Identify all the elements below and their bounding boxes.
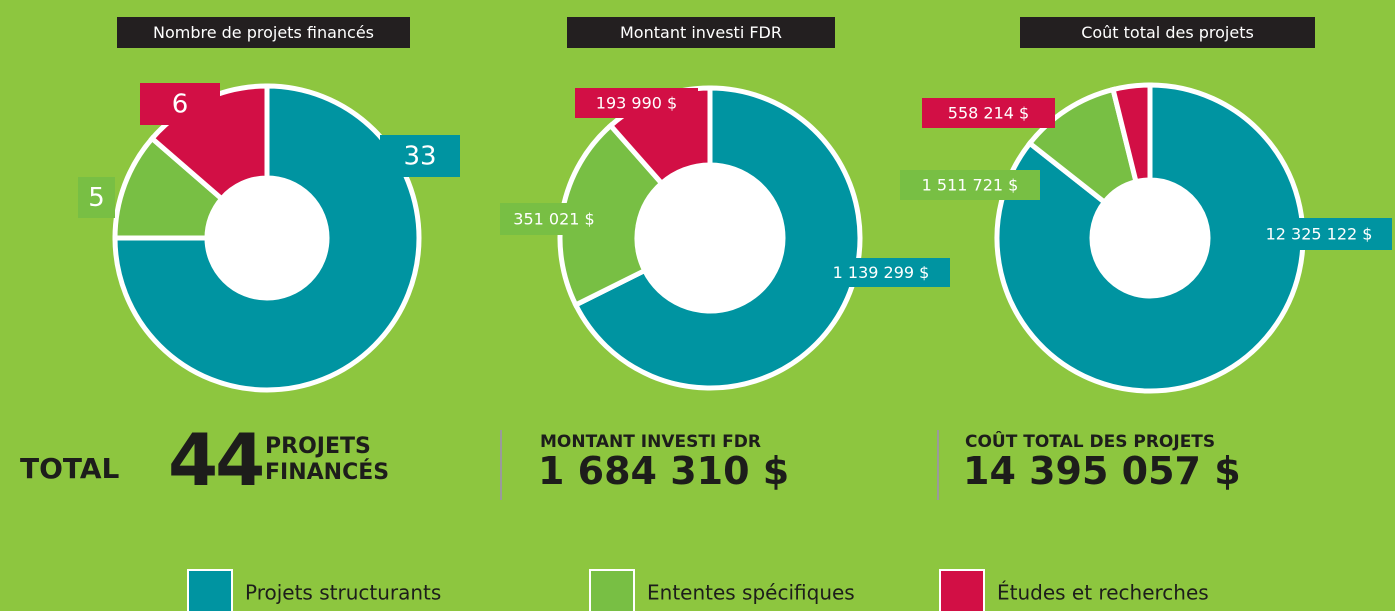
donut-hole — [207, 178, 327, 298]
summary-caption: COÛT TOTAL DES PROJETS — [965, 432, 1216, 452]
label-box — [812, 258, 950, 287]
legend-swatch — [939, 569, 985, 611]
data-label: 1 511 721 $ — [922, 176, 1019, 195]
data-label: 5 — [88, 183, 105, 213]
label-box — [380, 135, 460, 177]
summary-value: 44 — [168, 418, 265, 502]
data-label: 193 990 $ — [596, 94, 677, 113]
title-box — [1020, 17, 1315, 48]
title-box — [117, 17, 410, 48]
legend-swatch — [589, 569, 635, 611]
donut-hole — [1092, 180, 1208, 296]
separator — [500, 430, 502, 500]
total-prefix: TOTAL — [20, 452, 120, 485]
chart-title: Coût total des projets — [1081, 23, 1254, 42]
summary-caption: PROJETS FINANCÉS — [265, 434, 390, 485]
legend-label: Projets structurants — [245, 581, 441, 605]
label-box — [922, 98, 1055, 128]
title-box — [567, 17, 835, 48]
data-label: 1 139 299 $ — [833, 263, 930, 282]
summary-value: 1 684 310 $ — [538, 449, 790, 493]
label-box — [1246, 218, 1392, 250]
label-box — [900, 170, 1040, 200]
legend-label: Ententes spécifiques — [647, 581, 855, 605]
chart-title: Nombre de projets financés — [153, 23, 374, 42]
label-box — [78, 177, 115, 218]
summary-value: 14 395 057 $ — [963, 449, 1241, 493]
chart-title: Montant investi FDR — [620, 23, 782, 42]
data-label: 12 325 122 $ — [1266, 225, 1373, 244]
label-box — [500, 203, 608, 235]
legend-label: Études et recherches — [997, 581, 1209, 605]
data-label: 6 — [172, 90, 189, 120]
donut-hole — [637, 165, 783, 311]
summary-caption: MONTANT INVESTI FDR — [540, 432, 761, 452]
label-box — [575, 88, 698, 118]
separator — [937, 430, 939, 500]
data-label: 351 021 $ — [513, 210, 594, 229]
data-label: 33 — [403, 142, 436, 172]
label-box — [140, 83, 220, 125]
legend-swatch — [187, 569, 233, 611]
data-label: 558 214 $ — [948, 104, 1029, 123]
